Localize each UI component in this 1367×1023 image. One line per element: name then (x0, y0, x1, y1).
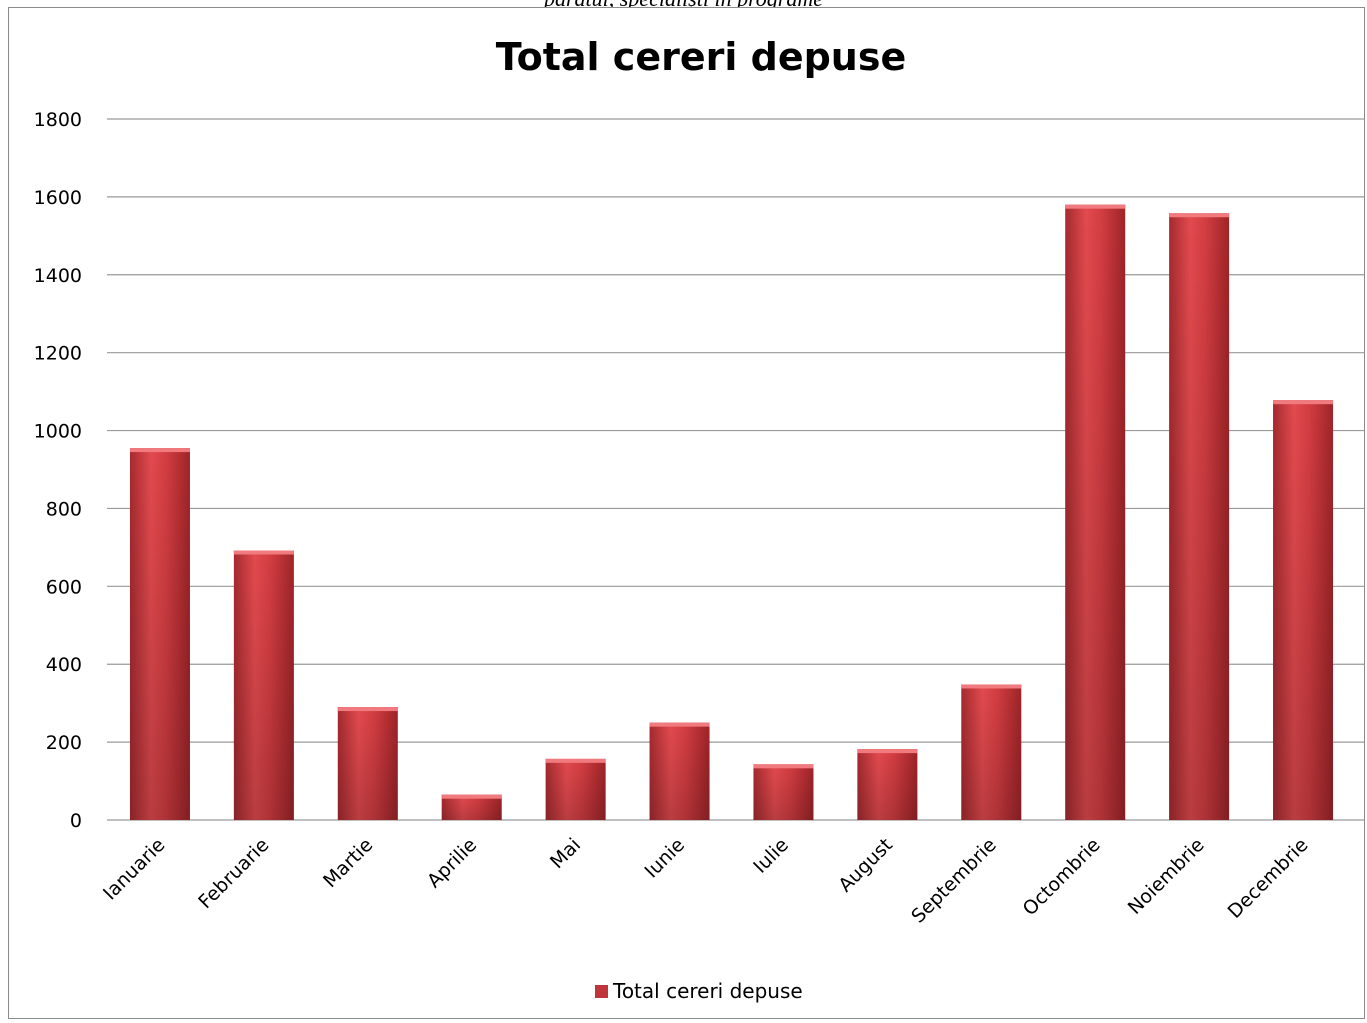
bar-top (1273, 400, 1334, 405)
x-tick-label: Octombrie (1019, 834, 1105, 920)
gridlines (107, 118, 1364, 821)
bar-shade (545, 758, 606, 820)
x-axis-ticks: Ianuarie Februarie Martie Aprilie Mai Iunie Iu… (99, 834, 1313, 928)
bar-top (545, 758, 606, 763)
x-tick-label: Aprilie (423, 834, 481, 892)
y-tick-label: 800 (46, 498, 82, 520)
x-tick-label: Iulie (749, 834, 793, 878)
x-tick-label: Ianuarie (99, 834, 170, 905)
chart-frame: Total cereri depuse 0 200 400 600 800 1000 120… (8, 7, 1365, 1019)
chart-title: Total cereri depuse (496, 35, 906, 79)
bar (1273, 400, 1334, 820)
bar-top (1169, 213, 1230, 218)
bar-shade (961, 684, 1022, 820)
y-tick-label: 1400 (34, 265, 82, 287)
bar-top (961, 684, 1022, 689)
y-tick-label: 1000 (34, 421, 82, 443)
y-tick-label: 200 (46, 732, 82, 754)
bar-top (441, 794, 502, 799)
bar-shade (1065, 204, 1126, 820)
bar-top (753, 764, 814, 769)
bar (961, 684, 1022, 820)
x-tick-label: Mai (546, 834, 585, 873)
bar (1065, 204, 1126, 820)
legend: Total cereri depuse (595, 979, 803, 1003)
x-tick-label: Septembrie (907, 834, 1001, 928)
y-tick-label: 400 (46, 654, 82, 676)
legend-swatch (595, 985, 608, 998)
bar-shade (337, 707, 398, 820)
x-tick-label: Noiembrie (1124, 834, 1209, 919)
bar-top (1065, 204, 1126, 209)
bar (441, 794, 502, 820)
bar-shade (1169, 213, 1230, 821)
x-tick-label: August (834, 834, 897, 897)
bar (1169, 213, 1230, 821)
bar (753, 764, 814, 820)
y-axis-ticks: 0 200 400 600 800 1000 1200 1400 1600 1800 (34, 109, 82, 832)
x-tick-label: Iunie (641, 834, 690, 883)
bar (337, 707, 398, 820)
y-tick-label: 600 (46, 576, 82, 598)
x-tick-label: Februarie (194, 834, 273, 913)
y-tick-label: 1600 (34, 187, 82, 209)
bar-chart: Total cereri depuse 0 200 400 600 800 1000 120… (34, 35, 1364, 1003)
bar-shade (441, 794, 502, 820)
bar-top (233, 550, 294, 555)
bars (129, 204, 1334, 821)
bar-top (649, 722, 710, 727)
bar-top (337, 707, 398, 712)
bar-shade (857, 749, 918, 820)
y-tick-label: 1800 (34, 109, 82, 131)
y-tick-label: 0 (70, 810, 82, 832)
bar-shade (233, 550, 294, 820)
legend-label: Total cereri depuse (612, 979, 803, 1003)
bar (545, 758, 606, 820)
bar-shade (129, 448, 190, 820)
bar (649, 722, 710, 820)
bar-top (857, 749, 918, 754)
bar-shade (1273, 400, 1334, 820)
bar (233, 550, 294, 820)
bar (857, 749, 918, 820)
bar-top (129, 448, 190, 453)
bar-shade (649, 722, 710, 820)
bar-shade (753, 764, 814, 820)
x-tick-label: Martie (319, 834, 377, 892)
y-tick-label: 1200 (34, 343, 82, 365)
x-tick-label: Decembrie (1224, 834, 1313, 923)
bar (129, 448, 190, 820)
top-caption: paratul, specialiști în programe (0, 0, 1367, 12)
